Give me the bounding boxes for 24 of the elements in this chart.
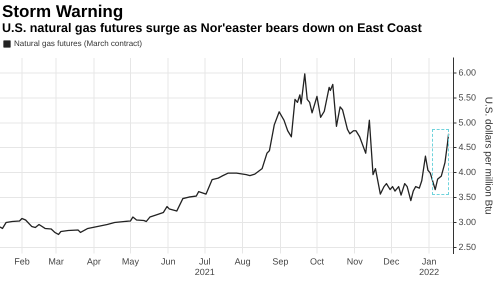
x-tick-label: Sep (272, 256, 288, 266)
y-tick-label: 6.00 (458, 67, 476, 78)
y-tick-label: 4.00 (458, 167, 476, 178)
x-tick-label: May (122, 256, 140, 266)
x-tick-label: Feb (14, 256, 30, 266)
y-tick-label: 2.50 (458, 242, 476, 252)
y-tick-label: 5.50 (458, 92, 476, 102)
x-tick-label: Jul 2021 (194, 256, 215, 278)
x-tick-label: Apr (86, 256, 101, 266)
y-tick-label: 3.50 (458, 192, 476, 202)
y-tick-label: 5.00 (458, 117, 476, 128)
y-tick-label: 3.00 (458, 216, 476, 227)
x-tick-label: Aug (234, 256, 251, 266)
legend-label: Natural gas futures (March contract) (14, 39, 142, 48)
x-tick-label: Jun (160, 256, 176, 266)
y-axis-title: U.S. dollars per million Btu (482, 96, 494, 215)
y-tick-label: 4.50 (458, 142, 476, 152)
chart-subtitle: U.S. natural gas futures surge as Nor'easter bears down on East Coast (2, 21, 423, 36)
x-tick-label: Dec (383, 256, 400, 266)
x-tick-label: Mar (48, 256, 64, 266)
x-tick-label: Oct (310, 256, 324, 266)
chart-title: Storm Warning (2, 2, 124, 21)
x-tick-label: Nov (346, 256, 364, 266)
x-tick-label: Jan 2022 (419, 256, 440, 278)
